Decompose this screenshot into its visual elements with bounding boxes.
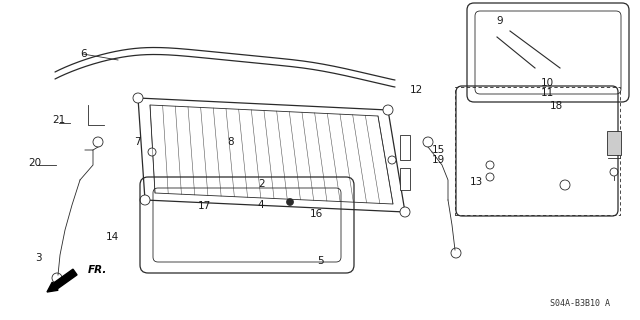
Bar xyxy=(400,135,410,160)
Circle shape xyxy=(383,105,393,115)
Circle shape xyxy=(400,207,410,217)
FancyArrow shape xyxy=(47,269,77,292)
Text: 16: 16 xyxy=(310,209,323,220)
Text: 15: 15 xyxy=(432,145,445,156)
Circle shape xyxy=(388,156,396,164)
Circle shape xyxy=(148,148,156,156)
Text: FR.: FR. xyxy=(88,265,108,275)
Text: 18: 18 xyxy=(550,100,563,111)
Text: 6: 6 xyxy=(80,49,86,60)
Circle shape xyxy=(133,93,143,103)
Text: 7: 7 xyxy=(134,137,141,148)
Text: 14: 14 xyxy=(106,232,118,242)
Text: 11: 11 xyxy=(541,88,554,98)
Text: 21: 21 xyxy=(52,115,65,125)
Text: 19: 19 xyxy=(432,155,445,165)
Text: 10: 10 xyxy=(541,78,554,88)
Text: S04A-B3B10 A: S04A-B3B10 A xyxy=(550,299,610,308)
Text: 3: 3 xyxy=(35,252,42,263)
Text: 17: 17 xyxy=(198,201,211,212)
Text: 13: 13 xyxy=(470,177,483,188)
Circle shape xyxy=(287,198,294,205)
Text: 8: 8 xyxy=(227,137,234,148)
Bar xyxy=(400,168,410,190)
Text: 5: 5 xyxy=(317,256,323,266)
Text: 4: 4 xyxy=(258,200,264,210)
Text: 12: 12 xyxy=(410,84,422,95)
Bar xyxy=(607,131,621,155)
Text: 20: 20 xyxy=(29,158,42,168)
Bar xyxy=(455,87,620,215)
FancyBboxPatch shape xyxy=(467,3,629,102)
Circle shape xyxy=(140,195,150,205)
Text: 9: 9 xyxy=(496,16,502,26)
Text: 2: 2 xyxy=(258,179,264,189)
